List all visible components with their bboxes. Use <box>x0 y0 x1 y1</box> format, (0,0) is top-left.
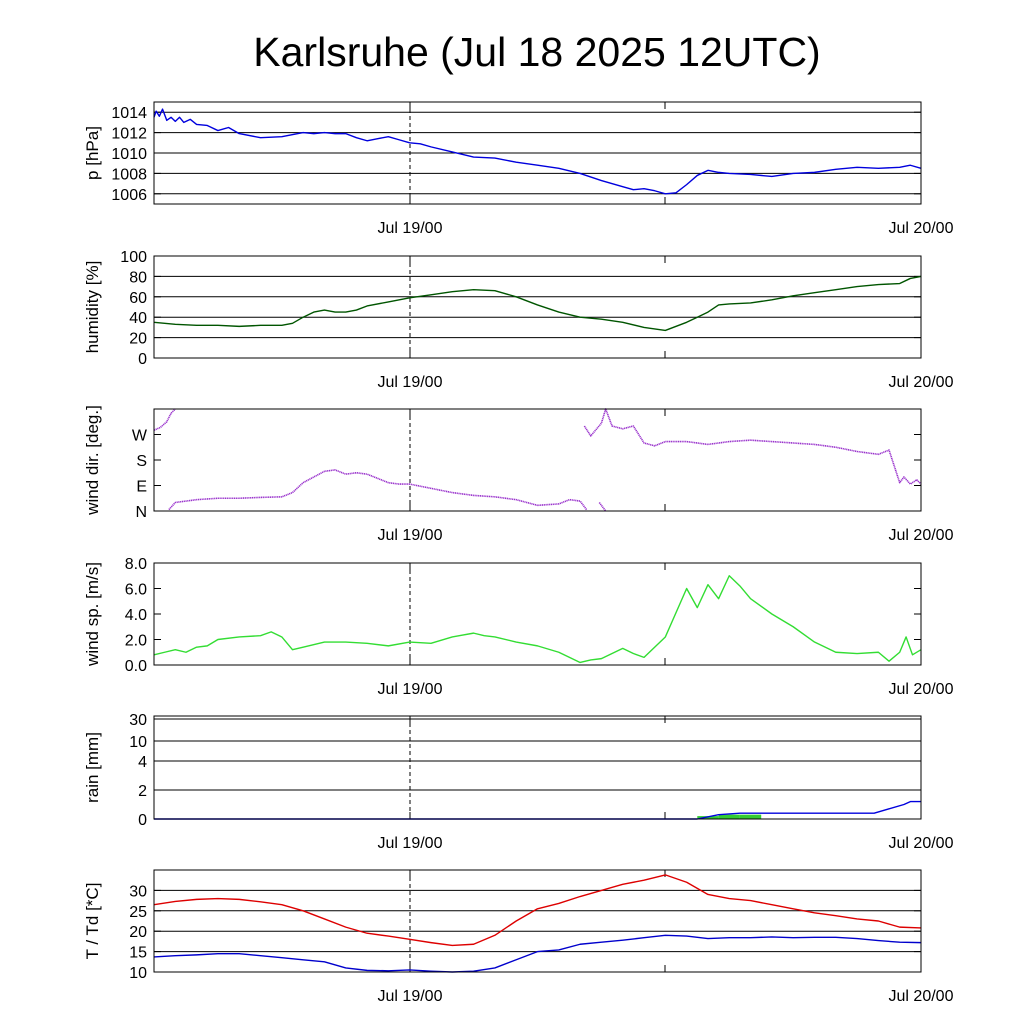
humidity-ytick-label: 80 <box>129 269 147 286</box>
temperature-xtick-label: Jul 20/00 <box>889 988 954 1005</box>
wind-direction-xtick-label: Jul 20/00 <box>889 527 954 544</box>
temperature-ytick-label: 10 <box>129 965 147 982</box>
wind-direction-series-segment <box>153 408 176 431</box>
humidity-ytick-label: 60 <box>129 290 147 307</box>
temperature-series-dewpoint-line <box>153 934 922 973</box>
rain-ytick-label: 0 <box>138 812 147 829</box>
pressure-ytick-label: 1010 <box>111 146 147 163</box>
wind-direction-series-segment <box>583 408 922 485</box>
humidity-ytick-label: 100 <box>120 249 147 266</box>
wind-direction-ytick-label: W <box>132 428 148 445</box>
wind-speed-ytick-label: 2.0 <box>125 633 147 650</box>
wind-speed-frame <box>153 562 922 666</box>
wind-speed-axis-label: wind sp. [m/s] <box>83 562 102 667</box>
humidity-ytick-label: 20 <box>129 331 147 348</box>
temperature-ytick-label: 15 <box>129 945 147 962</box>
wind-direction-xtick-label: Jul 19/00 <box>378 527 443 544</box>
humidity-axis-label: humidity [%] <box>83 261 102 354</box>
humidity-xtick-label: Jul 19/00 <box>378 374 443 391</box>
wind-speed-ytick-label: 0.0 <box>125 658 147 675</box>
rain-ytick-label: 10 <box>129 734 147 751</box>
pressure-ytick-label: 1008 <box>111 166 147 183</box>
wind-direction-series-segment <box>168 469 588 511</box>
pressure-xtick-label: Jul 19/00 <box>378 220 443 237</box>
wind-speed-xtick-label: Jul 20/00 <box>889 681 954 698</box>
wind-direction-series-segment <box>598 502 607 512</box>
chart-title: Karlsruhe (Jul 18 2025 12UTC) <box>253 29 820 75</box>
wind-speed-series-wind_speed-line <box>153 575 922 664</box>
pressure-axis-label: p [hPa] <box>83 126 102 180</box>
wind-speed-xtick-label: Jul 19/00 <box>378 681 443 698</box>
rain-ytick-label: 2 <box>138 783 147 800</box>
rain-ytick-label: 30 <box>129 712 147 729</box>
pressure-panel: 1006 1008 1010 1012 1014 Jul 19/00 Jul 20/00 p … <box>83 101 954 237</box>
wind-speed-panel: 0.0 2.0 4.0 6.0 8.0 Jul 19/00 Jul 20/00 wind sp… <box>83 556 954 698</box>
rain-bar <box>718 814 740 819</box>
rain-panel: 0 2 4 10 30 Jul 19/00 Jul 20/00 rain [mm] <box>83 712 954 852</box>
temperature-ytick-label: 25 <box>129 904 147 921</box>
temperature-panel: 10 15 20 25 30 Jul 19/00 Jul 20/00 T / Td [*C] <box>83 869 954 1005</box>
humidity-ytick-label: 0 <box>138 351 147 368</box>
rain-axis-label: rain [mm] <box>83 732 102 803</box>
wind-direction-ytick-label: E <box>136 479 147 496</box>
wind-direction-frame <box>153 408 922 512</box>
humidity-ytick-label: 40 <box>129 310 147 327</box>
temperature-ytick-label: 20 <box>129 924 147 941</box>
wind-speed-ytick-label: 8.0 <box>125 556 147 573</box>
pressure-ytick-label: 1012 <box>111 126 147 143</box>
wind-direction-ytick-label: N <box>135 504 147 521</box>
pressure-ytick-label: 1014 <box>111 105 147 122</box>
temperature-series-temperature-line <box>153 874 922 947</box>
wind-speed-ytick-label: 4.0 <box>125 607 147 624</box>
humidity-xtick-label: Jul 20/00 <box>889 374 954 391</box>
rain-frame <box>153 715 922 820</box>
rain-xtick-label: Jul 19/00 <box>378 835 443 852</box>
rain-ytick-label: 4 <box>138 754 147 771</box>
rain-bar <box>697 816 719 819</box>
wind-direction-axis-label: wind dir. [deg.] <box>83 405 102 516</box>
rain-series-rain_total-line <box>154 800 921 820</box>
pressure-ytick-label: 1006 <box>111 187 147 204</box>
temperature-xtick-label: Jul 19/00 <box>378 988 443 1005</box>
humidity-series-humidity-line <box>153 275 922 332</box>
pressure-series-pressure-line <box>153 108 922 195</box>
humidity-panel: 0 20 40 60 80 100 Jul 19/00 Jul 20/00 humidity [… <box>83 249 954 391</box>
temperature-frame <box>153 869 922 973</box>
rain-bar <box>739 814 762 819</box>
pressure-xtick-label: Jul 20/00 <box>889 220 954 237</box>
humidity-frame <box>153 255 922 359</box>
wind-speed-ytick-label: 6.0 <box>125 582 147 599</box>
temperature-axis-label: T / Td [*C] <box>83 883 102 960</box>
pressure-frame <box>153 101 922 205</box>
temperature-ytick-label: 30 <box>129 883 147 900</box>
rain-xtick-label: Jul 20/00 <box>889 835 954 852</box>
wind-direction-ytick-label: S <box>136 453 147 470</box>
